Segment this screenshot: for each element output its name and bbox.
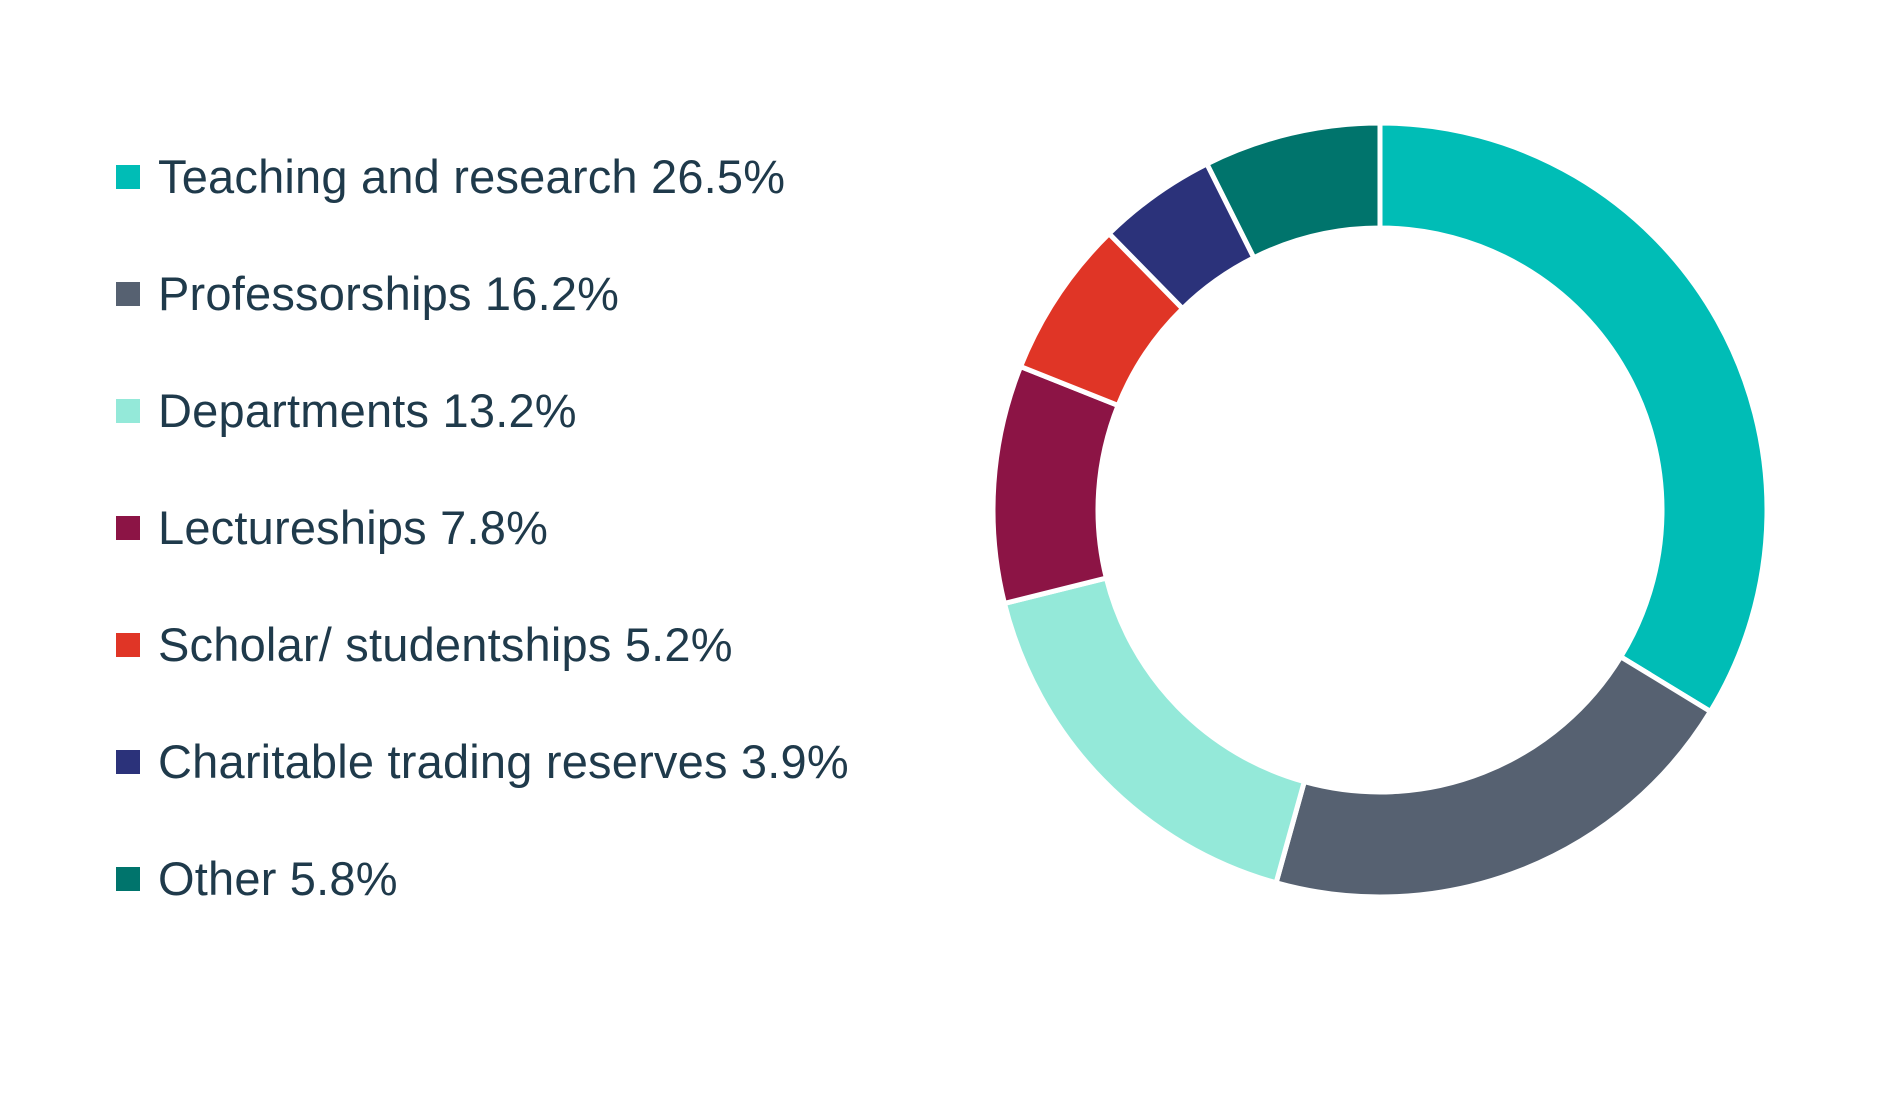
chart-legend: Teaching and research 26.5% Professorshi…: [116, 118, 849, 937]
donut-slice-teaching-and-research: [1377, 120, 1770, 715]
donut-slice-departments: [1001, 575, 1308, 886]
legend-swatch-scholar-studentships: [116, 632, 140, 657]
legend-item-teaching-and-research: Teaching and research 26.5%: [116, 118, 849, 235]
legend-label-scholar-studentships: Scholar/ studentships 5.2%: [158, 618, 733, 671]
legend-label-departments: Departments 13.2%: [158, 384, 577, 437]
legend-item-charitable-trading-reserves: Charitable trading reserves 3.9%: [116, 703, 849, 820]
legend-swatch-lectureships: [116, 515, 140, 540]
donut-slice-other: [1203, 120, 1383, 262]
legend-label-teaching-and-research: Teaching and research 26.5%: [158, 150, 786, 203]
legend-item-other: Other 5.8%: [116, 820, 849, 937]
legend-swatch-teaching-and-research: [116, 164, 140, 189]
legend-item-scholar-studentships: Scholar/ studentships 5.2%: [116, 586, 849, 703]
legend-swatch-professorships: [116, 281, 140, 306]
legend-item-lectureships: Lectureships 7.8%: [116, 469, 849, 586]
legend-label-professorships: Professorships 16.2%: [158, 267, 620, 320]
donut-slice-lectureships: [990, 363, 1122, 607]
donut-slice-professorships: [1273, 653, 1714, 900]
legend-label-charitable-trading-reserves: Charitable trading reserves 3.9%: [158, 735, 849, 788]
legend-label-other: Other 5.8%: [158, 852, 398, 905]
legend-swatch-departments: [116, 398, 140, 423]
legend-label-lectureships: Lectureships 7.8%: [158, 501, 549, 554]
legend-swatch-charitable-trading-reserves: [116, 749, 140, 774]
legend-item-departments: Departments 13.2%: [116, 352, 849, 469]
legend-item-professorships: Professorships 16.2%: [116, 235, 849, 352]
legend-swatch-other: [116, 866, 140, 891]
